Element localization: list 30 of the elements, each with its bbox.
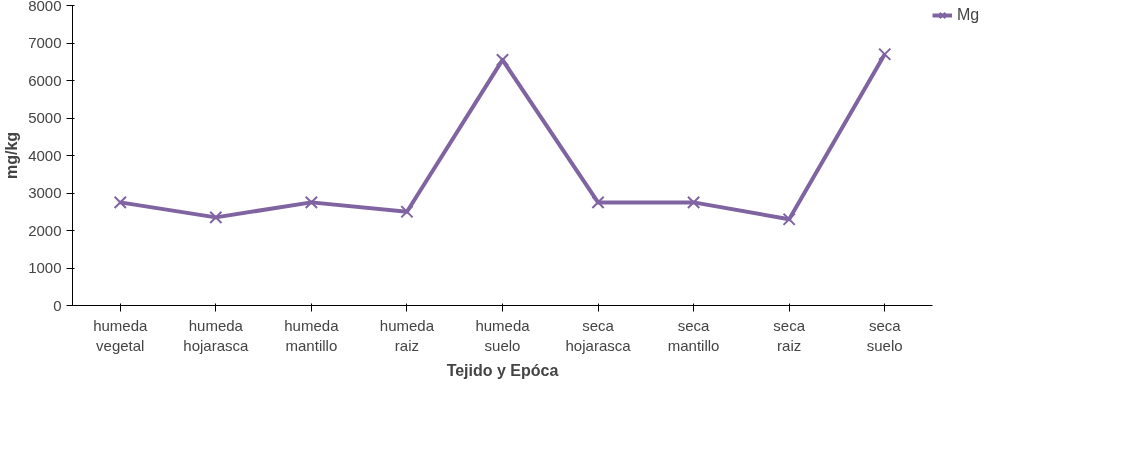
x-tick-label: seca raiz	[773, 316, 806, 354]
y-tick-label: 6000	[28, 71, 62, 89]
y-tick-label: 4000	[28, 146, 62, 164]
point	[209, 210, 223, 225]
x-tick-label: humeda mantillo	[284, 316, 340, 354]
point	[113, 195, 127, 210]
x-axis-title: Tejido y Epóca	[446, 361, 559, 379]
x-tick-label: humeda vegetal	[93, 316, 149, 354]
x-tick-label: humeda raiz	[379, 316, 435, 354]
point	[495, 53, 510, 67]
x-tick-label: humeda suelo	[475, 316, 531, 354]
point	[686, 195, 701, 210]
point	[591, 195, 605, 210]
y-tick-label: 2000	[28, 221, 62, 239]
y-tick-label: 5000	[28, 109, 62, 126]
point	[878, 47, 892, 61]
y-tick-label: 7000	[28, 34, 62, 51]
x-tick-label: seca hojarasca	[565, 316, 632, 354]
x-tick-label: humeda hojarasca	[183, 316, 250, 354]
point	[400, 205, 414, 219]
point	[304, 195, 319, 210]
y-tick-label: 0	[53, 296, 62, 314]
legend-label: Mg	[957, 6, 980, 24]
point	[782, 212, 796, 226]
y-tick-label: 8000	[28, 0, 62, 14]
y-tick-label: 3000	[28, 184, 62, 201]
x-tick-label: seca suelo	[866, 316, 903, 354]
y-axis-title: mg/kg	[3, 131, 21, 180]
x-tick-label: seca mantillo	[667, 316, 720, 354]
y-tick-label: 1000	[28, 259, 62, 276]
